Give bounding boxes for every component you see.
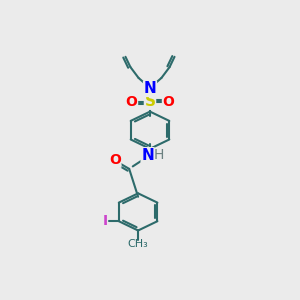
Text: H: H: [153, 148, 164, 162]
Text: S: S: [145, 94, 155, 109]
Text: O: O: [126, 95, 137, 109]
Text: N: N: [144, 81, 156, 96]
Text: N: N: [141, 148, 154, 163]
Text: O: O: [109, 153, 121, 167]
Text: CH₃: CH₃: [128, 239, 148, 249]
Text: I: I: [103, 214, 108, 228]
Text: O: O: [163, 95, 174, 109]
